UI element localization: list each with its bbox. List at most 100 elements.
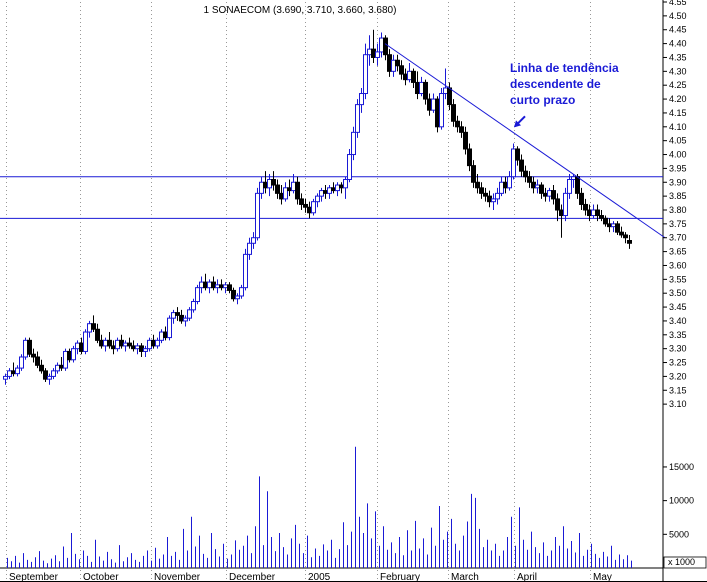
candle	[611, 221, 616, 233]
candle	[331, 182, 336, 194]
candle	[23, 337, 28, 360]
candle-body	[55, 364, 60, 372]
candle-body	[199, 281, 204, 289]
candle	[527, 171, 532, 188]
candle-body	[619, 231, 624, 236]
candle-body	[203, 281, 208, 289]
candle-body	[431, 98, 436, 111]
candle-body	[323, 190, 328, 194]
candle	[299, 193, 304, 210]
candle-body	[11, 370, 16, 375]
candle-body	[3, 375, 8, 380]
candle-body	[191, 301, 196, 311]
candle	[55, 362, 60, 374]
candle	[451, 99, 456, 127]
candle	[83, 329, 88, 355]
candle-body	[207, 281, 212, 289]
price-tick-label: 4.45	[669, 25, 687, 35]
candle-body	[487, 195, 492, 203]
price-tick-label: 3.45	[669, 302, 687, 312]
candle	[555, 193, 560, 222]
candle	[307, 201, 312, 219]
candle	[431, 93, 436, 113]
candle-body	[335, 184, 340, 192]
price-tick-label: 3.40	[669, 316, 687, 326]
candle	[115, 337, 120, 352]
candle	[607, 218, 612, 233]
candle-body	[551, 190, 556, 200]
candle-body	[111, 345, 116, 350]
candle	[11, 362, 16, 377]
candle	[567, 173, 572, 199]
candle	[507, 171, 512, 191]
month-label: April	[517, 572, 537, 582]
candle	[519, 154, 524, 177]
candle-body	[195, 287, 200, 303]
candle	[295, 176, 300, 205]
candle	[327, 185, 332, 199]
price-tick-label: 3.10	[669, 399, 687, 409]
month-label: 2005	[308, 572, 331, 582]
candle	[379, 32, 384, 58]
annotation-text-line: Linha de tendência	[510, 61, 619, 75]
candle-body	[123, 342, 128, 347]
candle-body	[567, 178, 572, 194]
candle	[147, 337, 152, 352]
candle-body	[571, 176, 576, 180]
candle	[603, 215, 608, 227]
price-tick-label: 4.30	[669, 66, 687, 76]
candle-body	[383, 37, 388, 56]
candle-body	[479, 187, 484, 194]
candle	[403, 68, 408, 86]
candle-body	[495, 192, 500, 200]
candle-body	[483, 192, 488, 197]
candle	[475, 173, 480, 194]
candle	[499, 176, 504, 197]
volume-axis: 15000 10000 5000 x 1000	[663, 462, 707, 569]
price-tick-label: 3.70	[669, 233, 687, 243]
candle	[599, 210, 604, 222]
candle-body	[527, 176, 532, 183]
candle-body	[243, 253, 248, 289]
candle-body	[531, 181, 536, 189]
candle-body	[467, 148, 472, 167]
candle-body	[439, 93, 444, 128]
candle-body	[295, 181, 300, 200]
candle	[591, 204, 596, 219]
candle-body	[379, 37, 384, 53]
candle-body	[539, 184, 544, 194]
candle-body	[139, 345, 144, 352]
support-resistance-lines	[0, 176, 663, 219]
candle-body	[319, 190, 324, 197]
candle-body	[227, 284, 232, 291]
candle	[3, 373, 8, 385]
price-tick-label: 3.80	[669, 205, 687, 215]
candle-body	[499, 181, 504, 194]
volume-tick-label: 15000	[669, 462, 694, 472]
candle-body	[171, 312, 176, 319]
candle	[375, 43, 380, 66]
candle-body	[7, 370, 12, 377]
candle	[503, 176, 508, 194]
candle-body	[607, 223, 612, 228]
candle	[523, 165, 528, 183]
price-tick-label: 4.50	[669, 11, 687, 21]
candle-body	[103, 339, 108, 347]
candle	[227, 282, 232, 294]
candle	[623, 232, 628, 244]
candle	[107, 332, 112, 349]
price-axis: 4.55 4.50 4.45 4.40 4.35 4.30 4.25 4.20 4.15 4.10…	[663, 0, 687, 409]
candle-body	[91, 323, 96, 330]
candle	[263, 171, 268, 194]
candle-body	[47, 375, 52, 380]
candle-body	[543, 192, 548, 197]
candle	[119, 334, 124, 349]
candle-body	[507, 176, 512, 189]
candle-body	[423, 81, 428, 100]
candle-body	[259, 181, 264, 194]
candle-body	[491, 198, 496, 203]
candle-body	[307, 206, 312, 214]
candle	[235, 293, 240, 305]
candle	[51, 368, 56, 380]
